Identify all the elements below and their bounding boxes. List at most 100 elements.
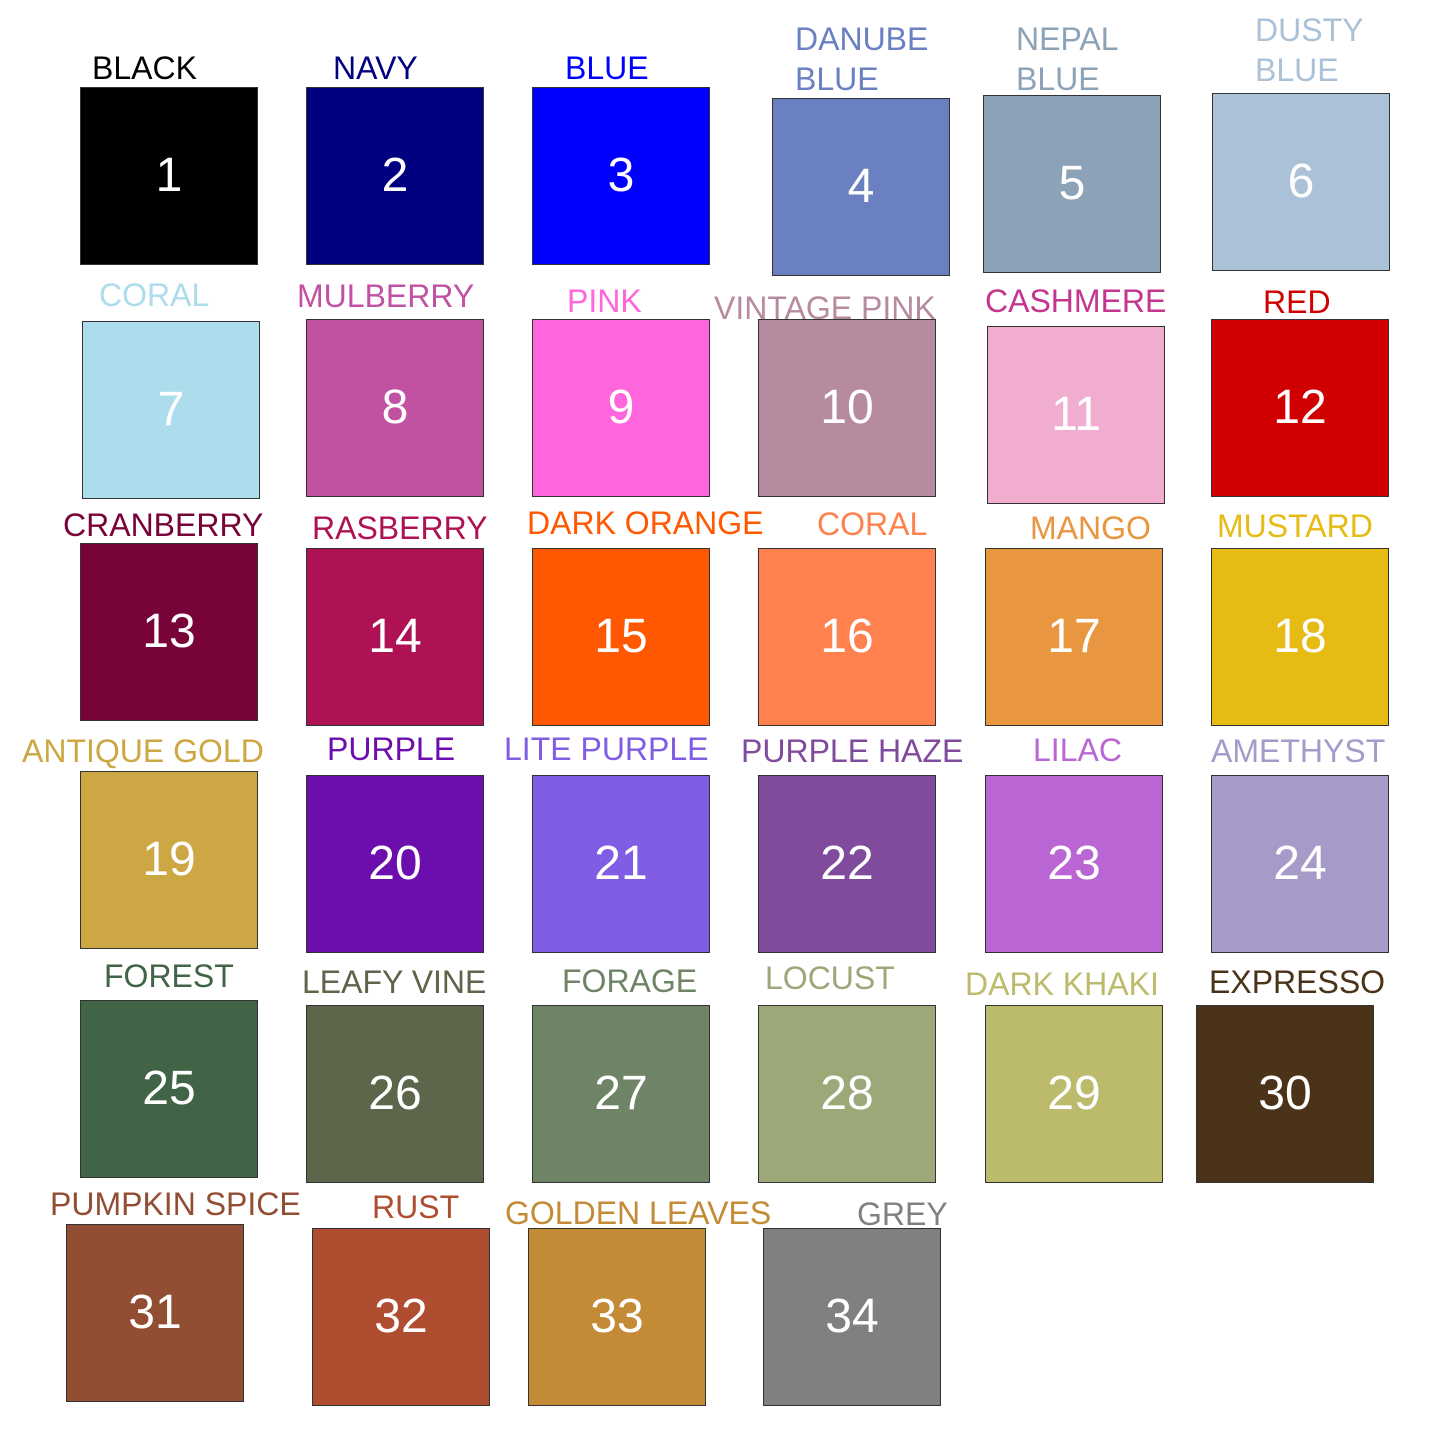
- swatch-label: CRANBERRY: [63, 507, 264, 543]
- swatch-label: PURPLE: [327, 731, 456, 767]
- color-swatch: 12: [1211, 319, 1389, 497]
- swatch-number: 31: [128, 1286, 182, 1339]
- color-swatch: 29: [985, 1005, 1163, 1183]
- swatch-number: 33: [590, 1290, 644, 1343]
- swatch-number: 10: [820, 381, 874, 434]
- swatch-number: 8: [381, 381, 409, 434]
- color-swatch: 27: [532, 1005, 710, 1183]
- color-swatch: 33: [528, 1228, 706, 1406]
- color-swatch: 32: [312, 1228, 490, 1406]
- color-swatch: 25: [80, 1000, 258, 1178]
- swatch-label: RASBERRY: [312, 510, 488, 546]
- swatch-number: 4: [847, 160, 875, 213]
- swatch-number: 15: [594, 610, 648, 663]
- color-swatch: 7: [82, 321, 260, 499]
- color-swatch: 16: [758, 548, 936, 726]
- swatch-label: CORAL: [817, 506, 928, 542]
- color-swatch: 15: [532, 548, 710, 726]
- color-swatch: 1: [80, 87, 258, 265]
- swatch-number: 3: [607, 149, 635, 202]
- color-swatch: 9: [532, 319, 710, 497]
- swatch-number: 7: [157, 383, 185, 436]
- swatch-label: CORAL: [99, 277, 210, 313]
- color-swatch: 18: [1211, 548, 1389, 726]
- color-swatch: 31: [66, 1224, 244, 1402]
- swatch-label: PINK: [567, 283, 642, 319]
- swatch-number: 9: [607, 381, 635, 434]
- color-swatch: 10: [758, 319, 936, 497]
- swatch-number: 13: [142, 605, 196, 658]
- swatch-number: 16: [820, 610, 874, 663]
- swatch-number: 17: [1047, 610, 1101, 663]
- swatch-label: RUST: [372, 1189, 460, 1225]
- color-swatch: 30: [1196, 1005, 1374, 1183]
- swatch-label: CASHMERE: [985, 283, 1167, 319]
- swatch-number: 5: [1058, 157, 1086, 210]
- swatch-label: FOREST: [104, 958, 234, 994]
- swatch-label: DUSTY BLUE: [1255, 12, 1364, 88]
- swatch-label: BLUE: [565, 50, 649, 86]
- swatch-number: 25: [142, 1062, 196, 1115]
- swatch-number: 11: [1051, 388, 1101, 441]
- color-swatch: 26: [306, 1005, 484, 1183]
- swatch-label: MULBERRY: [297, 278, 475, 314]
- swatch-label: ANTIQUE GOLD: [22, 733, 264, 769]
- swatch-number: 24: [1273, 837, 1327, 890]
- swatch-label: GOLDEN LEAVES: [505, 1195, 772, 1231]
- swatch-label: PUMPKIN SPICE: [50, 1186, 301, 1222]
- swatch-number: 6: [1287, 155, 1315, 208]
- swatch-number: 19: [142, 833, 196, 886]
- swatch-number: 23: [1047, 837, 1101, 890]
- swatch-label: NEPAL BLUE: [1016, 21, 1119, 97]
- swatch-number: 22: [820, 837, 874, 890]
- swatch-label: RED: [1263, 284, 1331, 320]
- swatch-label: LILAC: [1033, 732, 1122, 768]
- swatch-label: AMETHYST: [1211, 733, 1386, 769]
- swatch-number: 14: [368, 610, 422, 663]
- swatch-label: FORAGE: [562, 963, 698, 999]
- color-swatch: 20: [306, 775, 484, 953]
- swatch-label: VINTAGE PINK: [714, 290, 936, 326]
- color-swatch: 23: [985, 775, 1163, 953]
- color-swatch: 19: [80, 771, 258, 949]
- color-swatch: 4: [772, 98, 950, 276]
- swatch-label: BLACK: [92, 50, 197, 86]
- color-swatch: 13: [80, 543, 258, 721]
- color-swatch: 28: [758, 1005, 936, 1183]
- swatch-label: MANGO: [1030, 510, 1151, 546]
- swatch-number: 12: [1273, 381, 1327, 434]
- swatch-number: 26: [368, 1067, 422, 1120]
- swatch-number: 18: [1273, 610, 1327, 663]
- swatch-label: GREY: [857, 1196, 948, 1232]
- color-swatch: 21: [532, 775, 710, 953]
- color-swatch: 5: [983, 95, 1161, 273]
- color-swatch: 2: [306, 87, 484, 265]
- swatch-number: 21: [594, 837, 648, 890]
- swatch-label: LITE PURPLE: [504, 731, 709, 767]
- swatch-label: DARK ORANGE: [527, 505, 764, 541]
- color-swatch: 34: [763, 1228, 941, 1406]
- color-swatch: 11: [987, 326, 1165, 504]
- swatch-label: LEAFY VINE: [302, 964, 487, 1000]
- color-swatch: 8: [306, 319, 484, 497]
- swatch-number: 30: [1258, 1067, 1312, 1120]
- swatch-label: DARK KHAKI: [965, 966, 1159, 1002]
- color-swatch: 17: [985, 548, 1163, 726]
- swatch-label: NAVY: [333, 50, 418, 86]
- swatch-number: 2: [381, 149, 409, 202]
- swatch-number: 32: [374, 1290, 428, 1343]
- swatch-number: 34: [825, 1290, 879, 1343]
- swatch-number: 1: [155, 149, 183, 202]
- swatch-number: 29: [1047, 1067, 1101, 1120]
- swatch-label: MUSTARD: [1217, 508, 1373, 544]
- swatch-label: DANUBE BLUE: [795, 21, 929, 97]
- swatch-label: PURPLE HAZE: [741, 733, 964, 769]
- swatch-number: 27: [594, 1067, 648, 1120]
- color-swatch: 14: [306, 548, 484, 726]
- color-swatch: 22: [758, 775, 936, 953]
- swatch-number: 20: [368, 837, 422, 890]
- color-swatch: 24: [1211, 775, 1389, 953]
- swatch-number: 28: [820, 1067, 874, 1120]
- swatch-label: LOCUST: [765, 960, 895, 996]
